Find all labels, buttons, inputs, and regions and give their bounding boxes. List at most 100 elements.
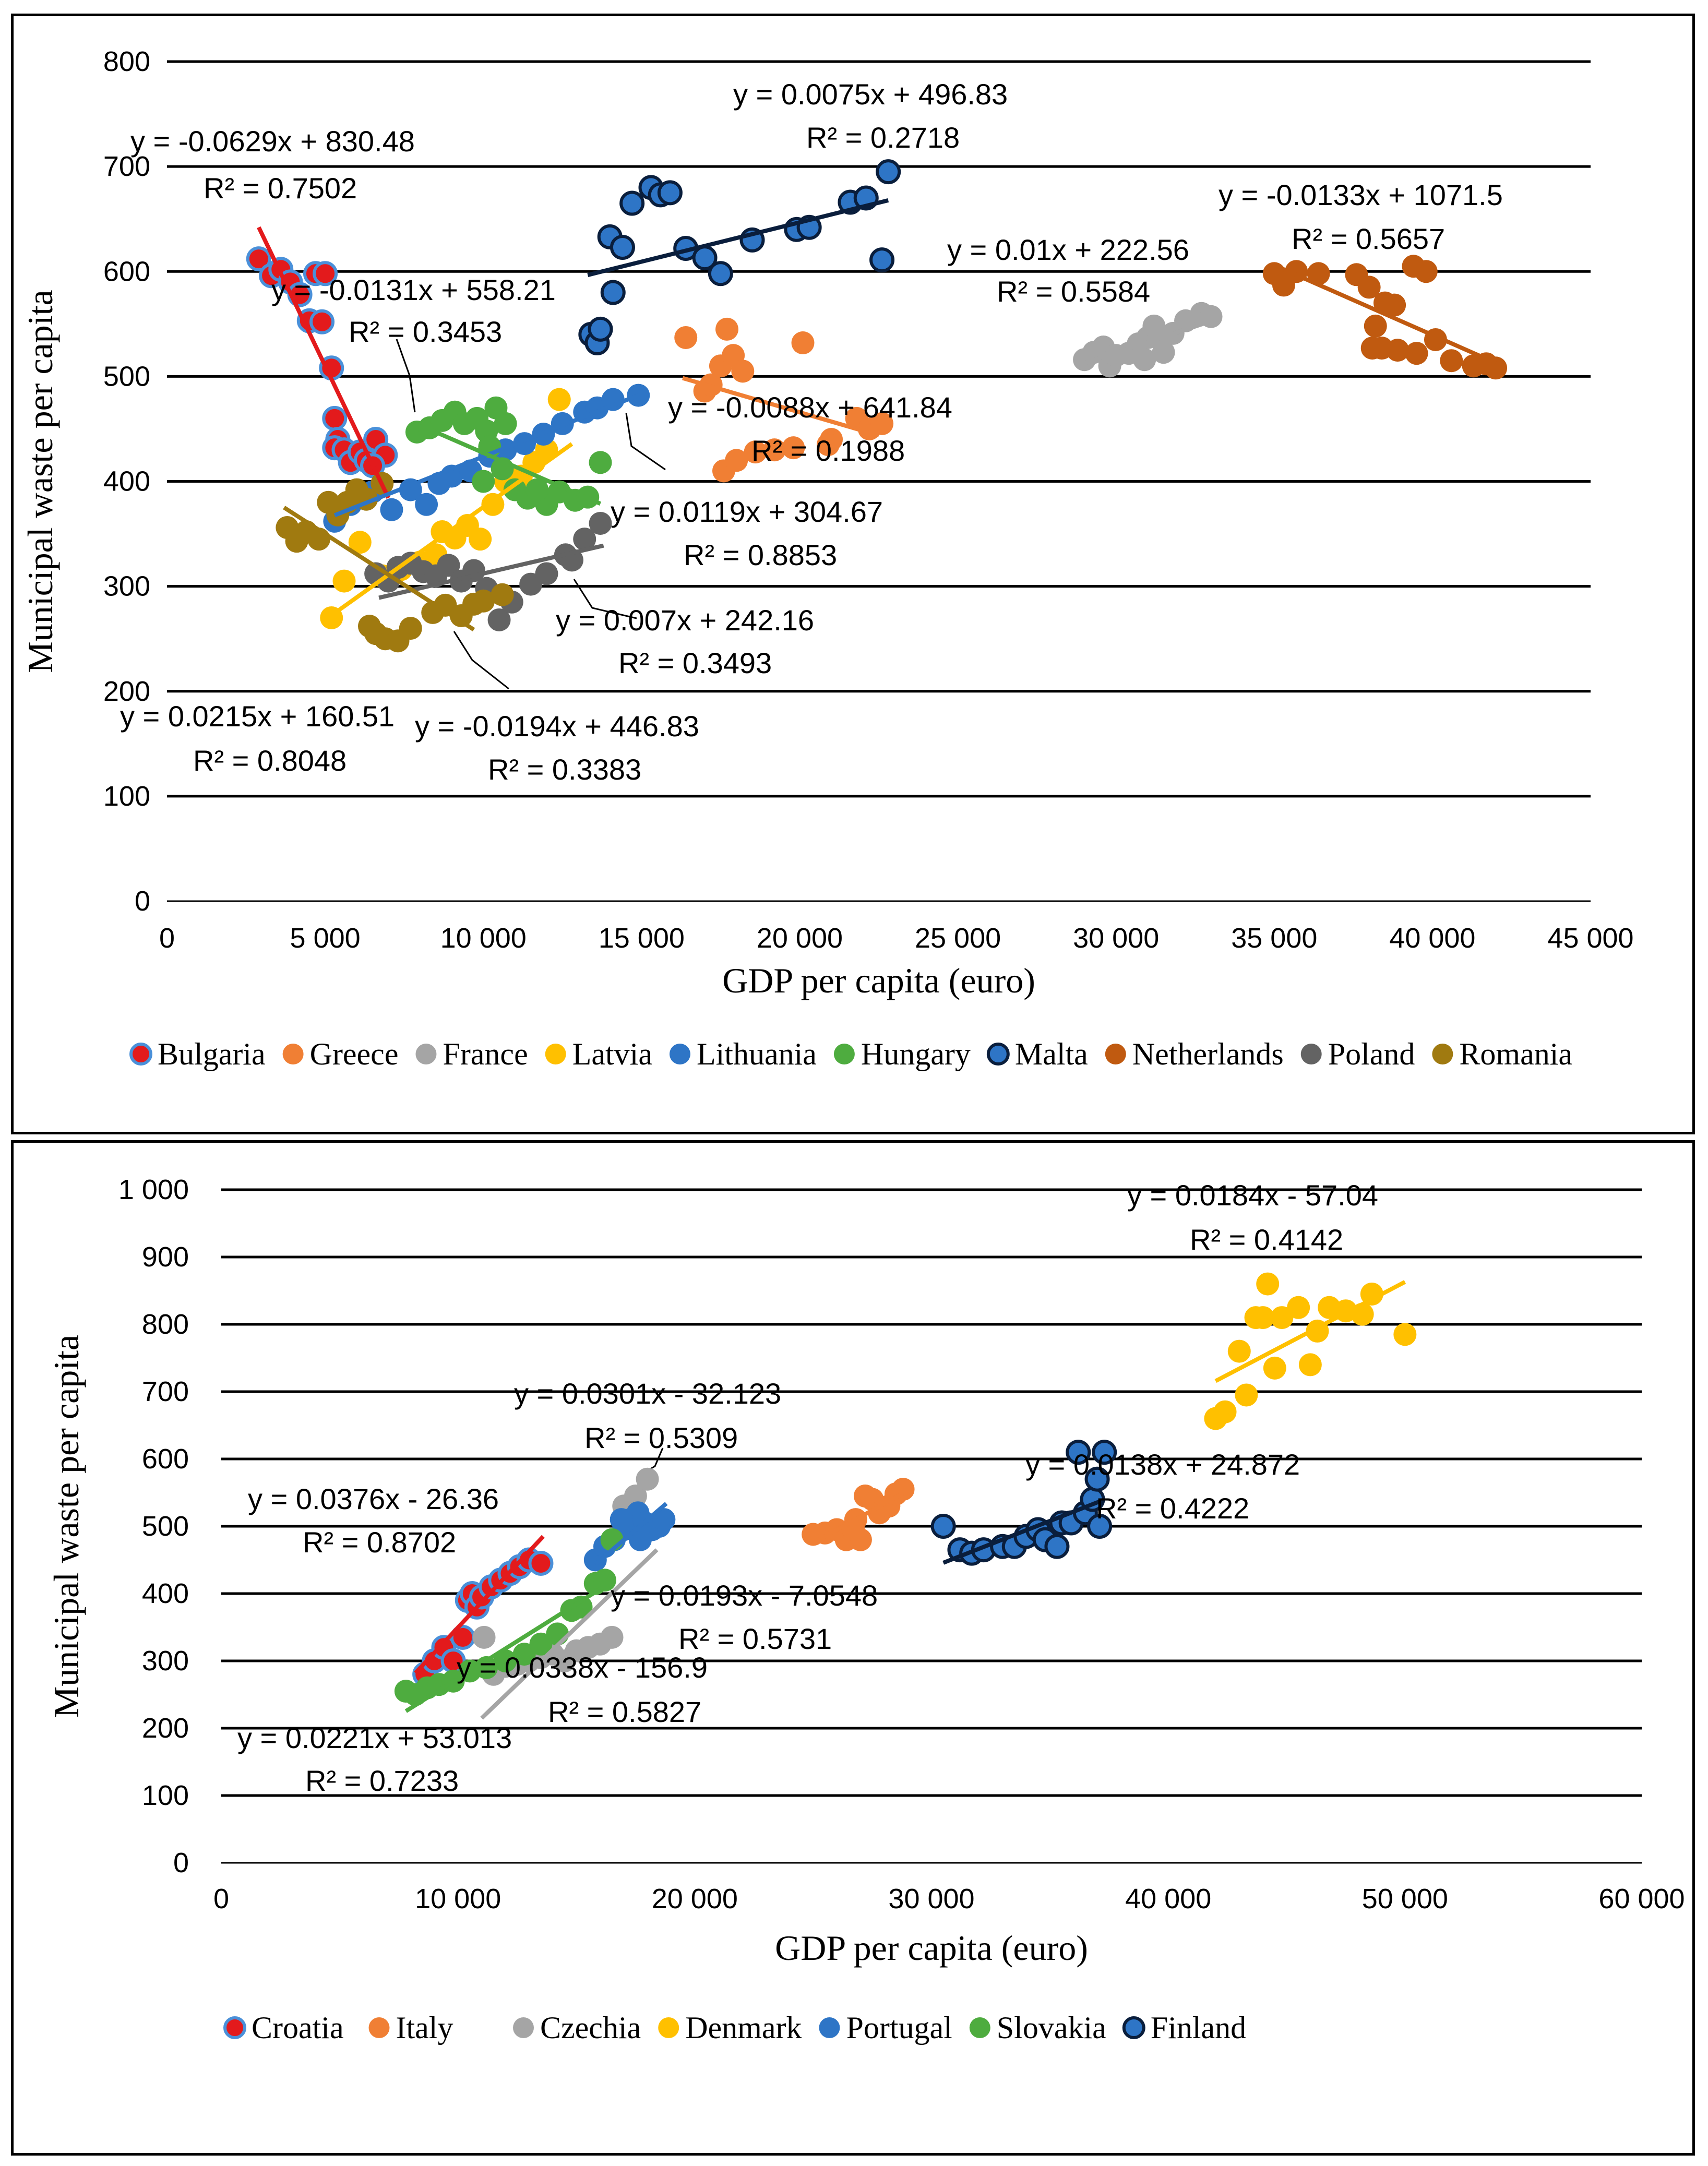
chart2-trendline-denmark — [1214, 1280, 1406, 1383]
chart2-equation-czechia: y = 0.0338x - 156.9 — [457, 1651, 708, 1684]
chart2-x-tick-label: 10 000 — [415, 1883, 501, 1914]
chart2-y-tick-label: 100 — [142, 1780, 189, 1811]
chart1-point-netherlands — [1307, 262, 1330, 285]
chart1-point-latvia — [348, 531, 372, 554]
chart2-point-finland — [1044, 1534, 1070, 1559]
chart1-point-netherlands — [1364, 314, 1387, 338]
chart1-r2-bulgaria: R² = 0.7502 — [204, 172, 357, 205]
chart1-y-tick-label: 300 — [103, 571, 150, 602]
chart1-point-malta — [600, 280, 626, 305]
chart1-legend-marker-lithuania — [669, 1044, 690, 1064]
chart1-r2-romania: R² = 0.3383 — [488, 753, 641, 786]
chart2-r2-finland: R² = 0.4222 — [1096, 1492, 1249, 1525]
chart2-point-finland — [1084, 1466, 1110, 1492]
chart2-y-tick-label: 0 — [173, 1847, 189, 1878]
chart1-r2-greece: R² = 0.1988 — [751, 434, 905, 467]
chart1-x-tick-label: 25 000 — [915, 923, 1001, 954]
chart1-r2-malta: R² = 0.2718 — [806, 121, 960, 154]
chart1-point-greece — [782, 436, 805, 460]
chart1-point-latvia — [469, 528, 492, 551]
chart2-point-denmark — [1235, 1383, 1258, 1407]
chart1-legend-label-latvia: Latvia — [572, 1037, 652, 1071]
chart2-r2-denmark: R² = 0.4142 — [1190, 1223, 1343, 1256]
chart2-point-slovakia — [529, 1632, 553, 1656]
chart2-point-denmark — [1251, 1306, 1275, 1330]
chart1-r2-poland: R² = 0.3493 — [618, 647, 772, 679]
chart2-point-denmark — [1360, 1282, 1383, 1306]
chart1-legend-marker-netherlands — [1105, 1044, 1126, 1064]
chart1-point-malta — [610, 234, 635, 260]
chart1-legend-marker-greece — [282, 1044, 304, 1064]
chart2-equation-finland: y = 0.0138x + 24.872 — [1025, 1448, 1300, 1481]
chart1-equation-greece: y = -0.0088x + 641.84 — [668, 391, 952, 424]
chart1-equation-malta: y = 0.0075x + 496.83 — [733, 78, 1008, 111]
chart1-point-latvia — [547, 388, 571, 411]
chart1-x-tick-label: 35 000 — [1231, 923, 1317, 954]
chart1-r2-hungary: R² = 0.3453 — [349, 315, 502, 348]
chart2-point-finland — [1087, 1514, 1113, 1539]
chart1-callout-line — [453, 631, 509, 690]
chart2-y-tick-label: 800 — [142, 1309, 189, 1340]
chart1-trendline-hungary — [419, 423, 602, 506]
chart2-legend-label-czechia: Czechia — [540, 2011, 641, 2045]
chart1-legend-marker-france — [415, 1044, 437, 1064]
chart1-point-poland — [487, 608, 511, 631]
chart1-trendline-romania — [283, 506, 475, 632]
chart1-x-tick-label: 40 000 — [1389, 923, 1475, 954]
chart1-point-greece — [715, 317, 739, 341]
chart2-trendline-croatia — [414, 1535, 545, 1674]
chart2-equation-italy: y = 0.0193x - 7.0548 — [611, 1579, 878, 1612]
chart1-y-tick-label: 200 — [103, 676, 150, 707]
chart2-equation-slovakia: y = 0.0221x + 53.013 — [237, 1721, 512, 1754]
chart1-point-netherlands — [1440, 349, 1463, 373]
chart1-point-france — [1142, 314, 1166, 338]
chart1-legend-label-france: France — [443, 1037, 528, 1071]
chart1-equation-bulgaria: y = -0.0629x + 830.48 — [130, 125, 415, 158]
chart1-r2-netherlands: R² = 0.5657 — [1292, 222, 1445, 255]
chart2-x-axis-title: GDP per capita (euro) — [775, 1928, 1088, 1968]
chart1-legend-label-bulgaria: Bulgaria — [158, 1037, 266, 1071]
chart2-point-portugal — [610, 1508, 633, 1531]
chart2-point-finland — [1066, 1440, 1091, 1465]
chart1-point-greece — [674, 326, 698, 349]
chart1-y-tick-label: 400 — [103, 466, 150, 497]
chart1-y-axis-title: Municipal waste per capita — [20, 290, 60, 673]
chart1-x-tick-label: 10 000 — [440, 923, 527, 954]
chart1-point-lithuania — [380, 498, 403, 521]
bottom-chart-panel — [11, 1140, 1695, 2156]
chart2-point-denmark — [1287, 1296, 1310, 1319]
chart2-legend-marker-denmark — [658, 2017, 679, 2038]
chart2-point-denmark — [1263, 1356, 1286, 1380]
chart1-y-tick-label: 500 — [103, 361, 150, 392]
chart1-point-poland — [573, 528, 596, 551]
chart1-callout-line — [625, 413, 666, 471]
chart2-point-slovakia — [569, 1595, 593, 1619]
chart1-legend-marker-poland — [1300, 1044, 1322, 1064]
chart1-legend-label-greece: Greece — [310, 1037, 399, 1071]
chart2-r2-czechia: R² = 0.5827 — [548, 1695, 701, 1728]
chart2-x-tick-label: 60 000 — [1598, 1883, 1685, 1914]
chart2-point-czechia — [624, 1484, 647, 1507]
chart2-legend-marker-italy — [368, 2017, 390, 2038]
chart1-point-netherlands — [1360, 337, 1384, 360]
chart2-y-tick-label: 600 — [142, 1443, 189, 1475]
chart1-point-lithuania — [415, 493, 438, 516]
chart2-equation-portugal: y = 0.0301x - 32.123 — [514, 1377, 781, 1410]
chart2-y-tick-label: 300 — [142, 1645, 189, 1677]
chart1-legend-label-romania: Romania — [1459, 1037, 1572, 1071]
chart1-y-tick-label: 600 — [103, 256, 150, 287]
chart2-point-slovakia — [546, 1622, 569, 1646]
chart2-legend-marker-portugal — [819, 2017, 840, 2038]
chart1-callout-line — [396, 339, 416, 413]
chart2-point-denmark — [1270, 1306, 1294, 1330]
chart2-point-denmark — [1256, 1272, 1280, 1296]
chart1-point-poland — [535, 562, 558, 585]
chart2-legend-label-slovakia: Slovakia — [997, 2011, 1106, 2045]
chart1-y-tick-label: 0 — [135, 885, 150, 917]
chart2-x-tick-label: 20 000 — [652, 1883, 738, 1914]
chart1-point-netherlands — [1405, 342, 1428, 365]
chart1-point-hungary — [525, 478, 549, 501]
chart1-point-malta — [708, 261, 733, 286]
chart2-point-czechia — [472, 1625, 496, 1649]
